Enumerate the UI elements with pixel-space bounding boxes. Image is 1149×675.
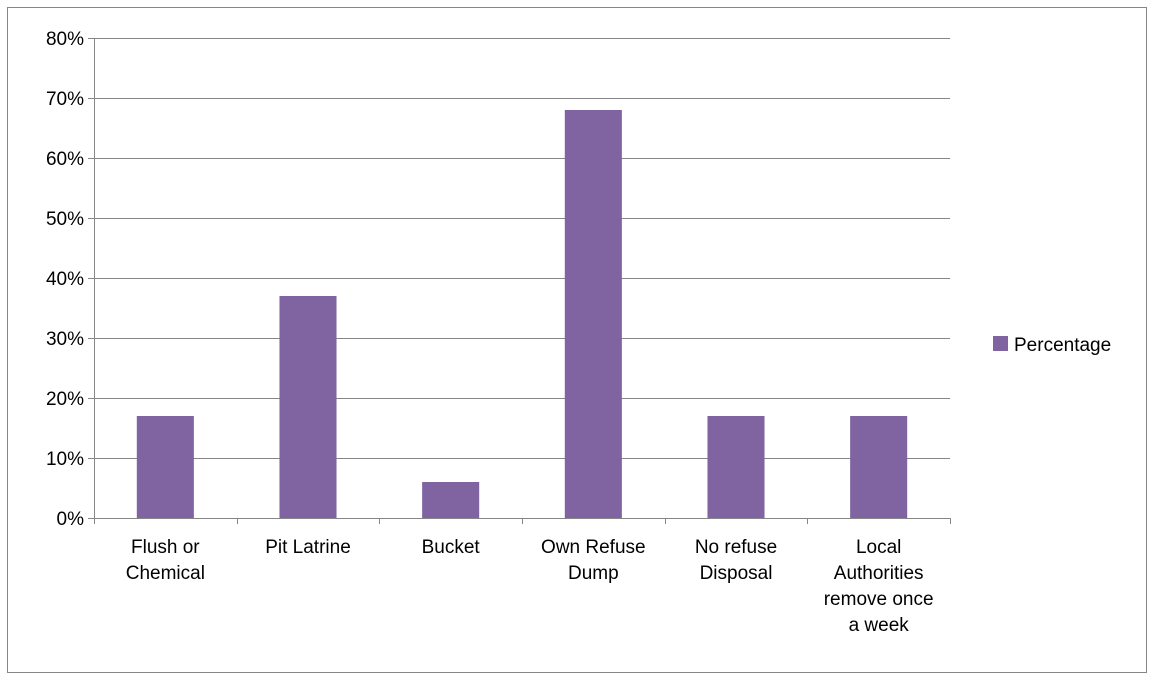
legend-label: Percentage — [1014, 335, 1111, 356]
y-tick-label: 80% — [46, 29, 84, 50]
x-tick-labels: Flush or Chemical Pit Latrine Bucket Own Ref… — [126, 537, 934, 636]
bars — [136, 110, 908, 518]
x-tick-label: Bucket — [422, 537, 481, 558]
bar — [850, 416, 908, 518]
bar — [136, 416, 194, 518]
y-tick-label: 0% — [57, 509, 85, 530]
x-tick-label: No refuse Disposal — [695, 537, 777, 584]
y-tick-label: 30% — [46, 329, 84, 350]
x-tick-label: Own Refuse Dump — [541, 537, 646, 584]
bar — [422, 482, 480, 518]
axes — [88, 38, 951, 524]
legend-swatch — [993, 336, 1008, 351]
bar — [279, 296, 337, 518]
y-tick-label: 10% — [46, 449, 84, 470]
y-tick-label: 70% — [46, 89, 84, 110]
bar — [707, 416, 765, 518]
bar — [564, 110, 622, 518]
x-tick-label: Local Authorities remove once a week — [824, 537, 934, 636]
x-tick-label: Flush or Chemical — [126, 537, 205, 584]
y-tick-labels: 0% 10% 20% 30% 40% 50% 60% 70% 80% — [46, 29, 84, 530]
x-tick-label: Pit Latrine — [265, 537, 351, 558]
y-tick-label: 50% — [46, 209, 84, 230]
y-tick-label: 60% — [46, 149, 84, 170]
y-tick-label: 40% — [46, 269, 84, 290]
gridlines — [94, 38, 950, 459]
legend: Percentage — [993, 335, 1111, 356]
y-tick-label: 20% — [46, 389, 84, 410]
